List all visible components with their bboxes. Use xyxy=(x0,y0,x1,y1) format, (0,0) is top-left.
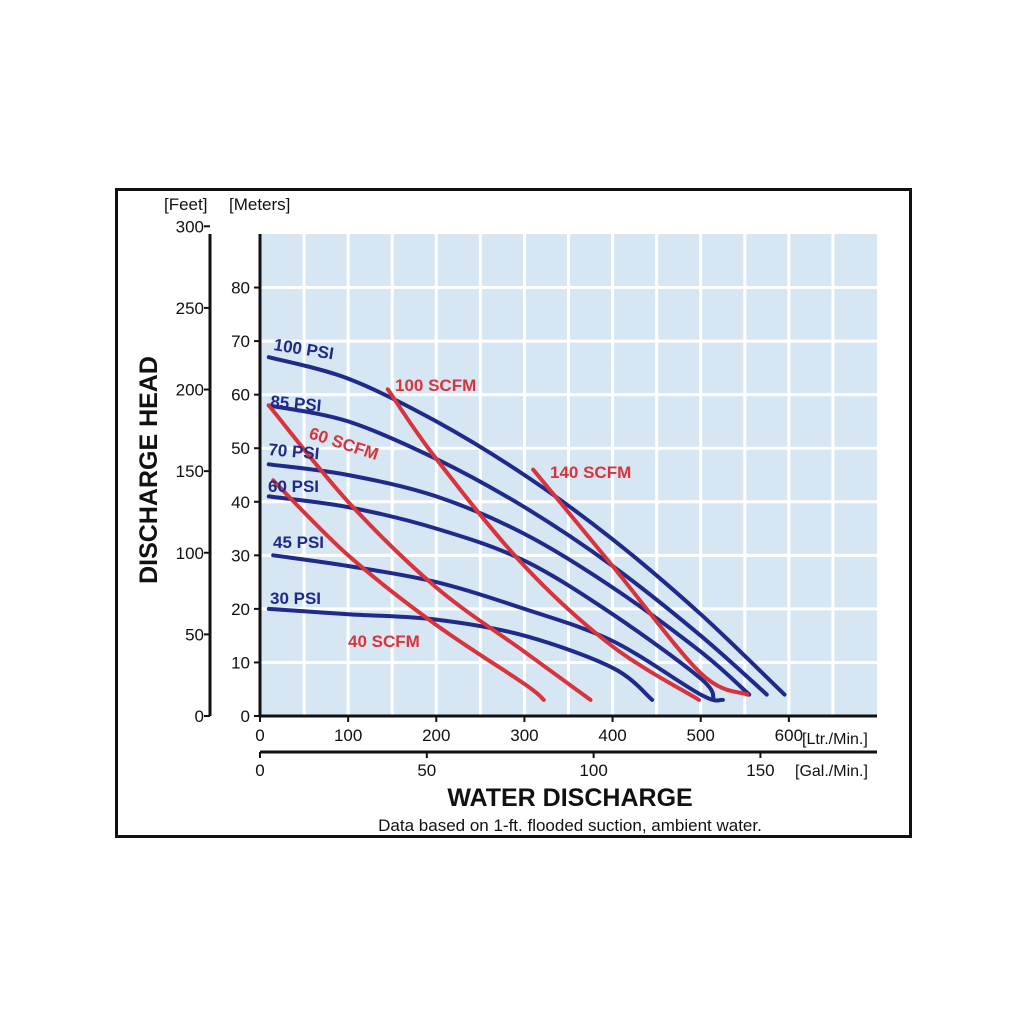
y-feet-tick-label: 0 xyxy=(195,707,204,726)
scfm-curve xyxy=(266,403,593,702)
footnote: Data based on 1-ft. flooded suction, amb… xyxy=(378,816,762,835)
y-meters-tick-label: 60 xyxy=(231,386,250,405)
psi-curve xyxy=(266,403,769,697)
psi-label: 70 PSI xyxy=(268,440,321,463)
y-meters-tick-label: 40 xyxy=(231,493,250,512)
psi-curve xyxy=(266,606,655,702)
x-primary-unit: [Ltr./Min.] xyxy=(802,731,868,748)
x-primary-tick-label: 200 xyxy=(422,726,450,745)
psi-curve xyxy=(266,462,752,697)
x-primary-tick-label: 300 xyxy=(510,726,538,745)
x-primary-tick-label: 0 xyxy=(255,726,264,745)
x-primary-tick-label: 400 xyxy=(598,726,626,745)
y-meters-tick-label: 20 xyxy=(231,600,250,619)
x-primary-tick-label: 100 xyxy=(334,726,362,745)
psi-label: 60 PSI xyxy=(268,477,319,496)
y-meters-tick-label: 30 xyxy=(231,546,250,565)
y-feet-tick-label: 250 xyxy=(176,299,204,318)
y-left-unit: [Feet] xyxy=(164,195,207,214)
x-primary-tick-label: 600 xyxy=(775,726,803,745)
x-secondary-tick-label: 150 xyxy=(746,761,774,780)
scfm-label: 100 SCFM xyxy=(395,376,476,395)
psi-label: 85 PSI xyxy=(270,392,323,415)
x-secondary-unit: [Gal./Min.] xyxy=(795,763,868,780)
psi-curve xyxy=(266,355,787,697)
axes xyxy=(204,225,877,758)
curves xyxy=(266,355,787,703)
psi-curve xyxy=(271,553,725,703)
scfm-label: 140 SCFM xyxy=(550,463,631,482)
x-secondary-tick-label: 50 xyxy=(417,761,436,780)
y-feet-tick-label: 300 xyxy=(176,217,204,236)
y-meters-tick-label: 0 xyxy=(241,707,250,726)
x-primary-tick-label: 500 xyxy=(687,726,715,745)
tick-labels: 0 10 20 30 40 50 60 70 80 0 50 100 150 200 250 300 0 100 2… xyxy=(176,217,803,780)
y-feet-tick-label: 100 xyxy=(176,544,204,563)
y-meters-tick-label: 10 xyxy=(231,653,250,672)
psi-label: 30 PSI xyxy=(270,589,321,608)
psi-label: 45 PSI xyxy=(273,533,324,552)
y-feet-tick-label: 150 xyxy=(176,462,204,481)
y-axis-title: DISCHARGE HEAD xyxy=(135,356,163,584)
y-feet-tick-label: 200 xyxy=(176,381,204,400)
y-meters-tick-label: 80 xyxy=(231,279,250,298)
grid xyxy=(260,234,877,716)
y-right-unit: [Meters] xyxy=(229,195,290,214)
scfm-curve xyxy=(271,478,546,702)
y-meters-tick-label: 50 xyxy=(231,439,250,458)
x-secondary-tick-label: 0 xyxy=(255,761,264,780)
scfm-curve xyxy=(385,387,701,702)
psi-curve xyxy=(266,494,716,702)
y-feet-tick-label: 50 xyxy=(185,625,204,644)
scfm-curve xyxy=(531,467,750,697)
y-meters-tick-label: 70 xyxy=(231,332,250,351)
scfm-label: 40 SCFM xyxy=(348,632,420,651)
x-axis-title: WATER DISCHARGE xyxy=(447,784,692,812)
x-secondary-tick-label: 100 xyxy=(579,761,607,780)
chart-frame xyxy=(115,188,912,838)
